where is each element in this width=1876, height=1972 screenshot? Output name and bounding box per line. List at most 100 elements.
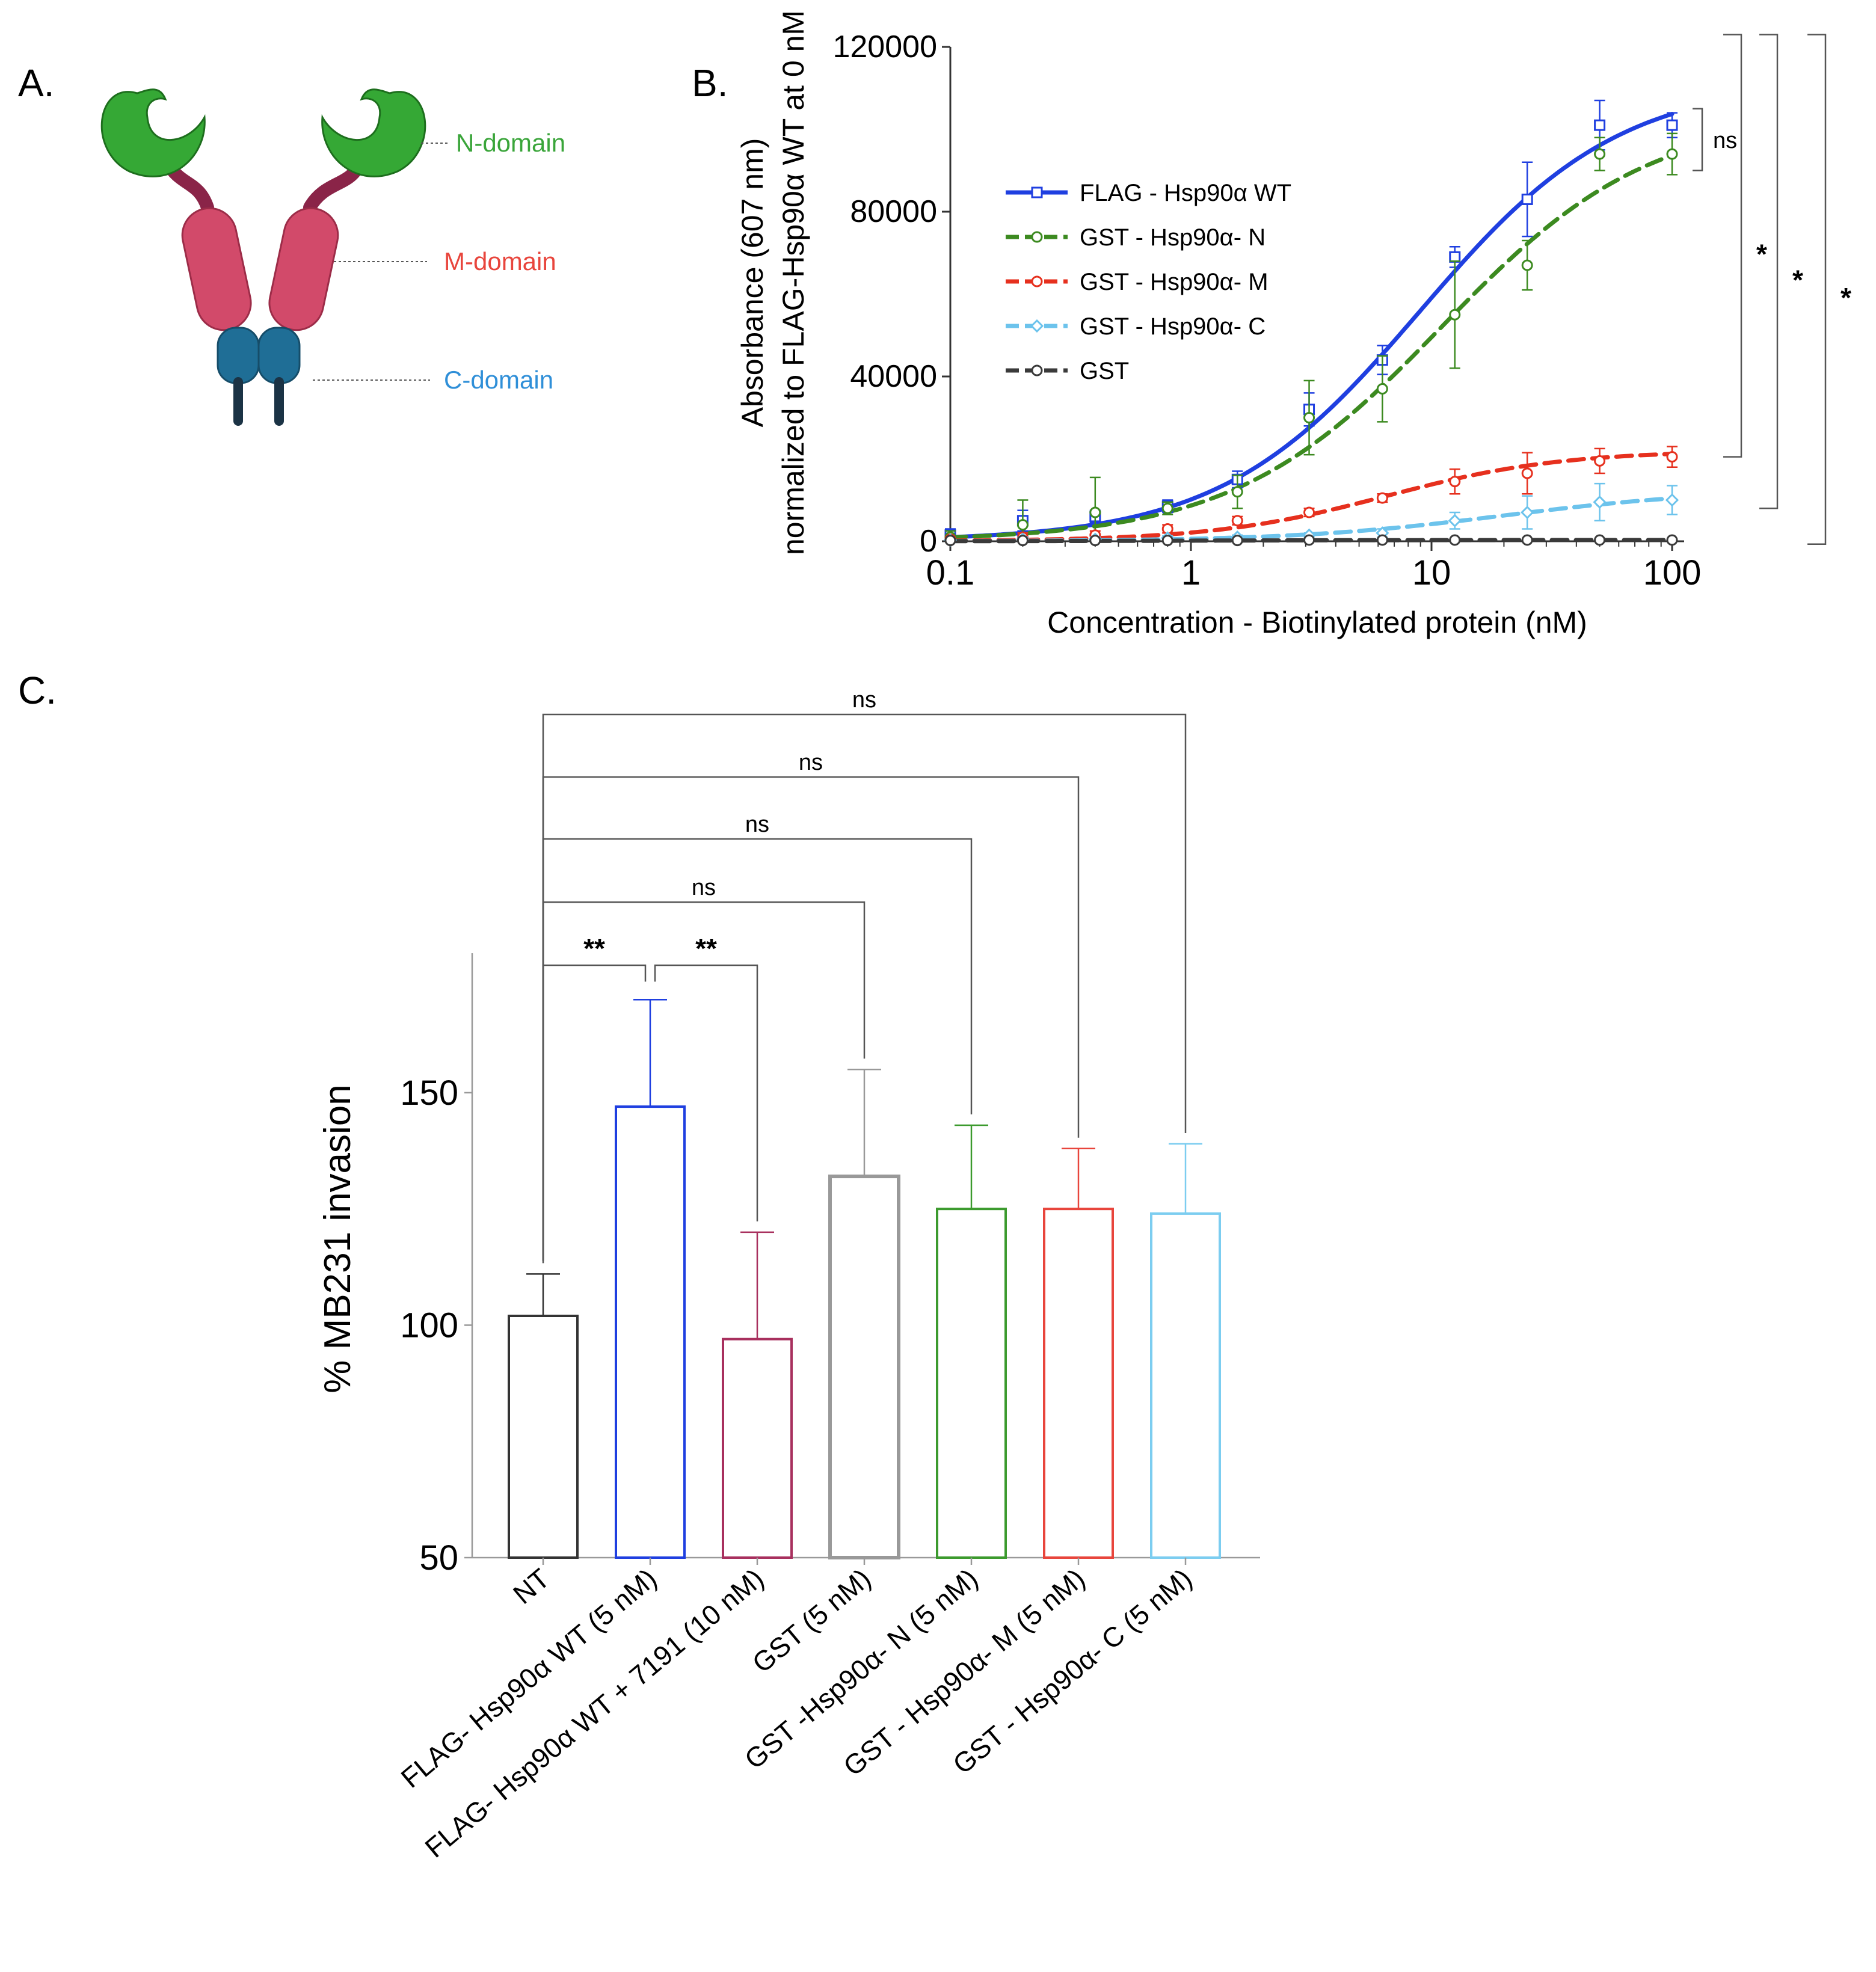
b-legend: FLAG - Hsp90α WT GST - Hsp90α- N GST - Hsp… [1006, 180, 1291, 384]
b-data-point [1016, 535, 1029, 547]
left-n-domain-shape [100, 88, 206, 177]
b-data-point [1666, 451, 1678, 463]
c-bracket-label: ** [695, 933, 717, 964]
c-bars [508, 999, 1221, 1559]
b-y-ticks: 0 40000 80000 120000 [832, 29, 950, 559]
c-bar-1 [615, 1105, 686, 1559]
b-legend-label: GST - Hsp90α- C [1080, 313, 1266, 340]
b-data-point [1449, 309, 1461, 321]
right-m-domain-shape [268, 207, 339, 331]
b-data-point [1521, 505, 1534, 520]
b-fitted-curves [948, 112, 1675, 544]
b-data-point [1448, 514, 1462, 527]
left-c-domain-shape [217, 327, 260, 384]
c-y-tick-label: 50 [419, 1538, 458, 1577]
c-bar-0 [508, 1315, 579, 1559]
b-data-points [943, 99, 1679, 547]
b-legend-marker [1031, 364, 1043, 376]
b-data-point [1594, 534, 1606, 546]
c-significance-brackets: ** ** ns ns ns ns [542, 687, 1187, 1264]
b-data-point [1449, 534, 1461, 546]
panel-c-label: C. [18, 669, 57, 712]
b-bracket-label: ns [1713, 128, 1737, 153]
c-bar-6 [1150, 1212, 1221, 1559]
b-x-ticks: 0.1 1 10 100 [926, 541, 1702, 592]
b-data-point [1089, 506, 1101, 518]
b-data-point [1016, 519, 1029, 531]
b-data-point [1594, 119, 1606, 131]
panel-b-label: B. [692, 61, 728, 105]
b-data-point [944, 535, 956, 547]
b-data-point [1089, 535, 1101, 547]
b-data-point [1231, 535, 1243, 547]
b-x-tick-label: 0.1 [926, 553, 975, 592]
c-bracket-label: ns [745, 812, 769, 837]
b-x-tick-label: 1 [1181, 553, 1201, 592]
b-legend-label: GST [1080, 358, 1129, 384]
b-bracket [1807, 34, 1827, 545]
b-curve-1 [948, 153, 1675, 540]
b-bracket [1759, 34, 1779, 509]
right-c-domain-shape [257, 327, 301, 384]
b-data-point [1593, 495, 1607, 509]
b-data-point [1594, 148, 1606, 160]
b-legend-marker [1031, 186, 1043, 198]
b-data-point [1449, 476, 1461, 488]
b-legend-label: GST - Hsp90α- M [1080, 269, 1269, 295]
c-bracket [542, 713, 1187, 1261]
b-data-point [1303, 506, 1315, 518]
b-data-point [1303, 412, 1315, 423]
c-domain-label: C-domain [444, 366, 553, 394]
left-m-domain-shape [181, 207, 252, 331]
c-bracket [654, 964, 758, 1221]
b-data-point [1231, 515, 1243, 527]
b-y-axis-title-line1: Absorbance (607 nm) [736, 138, 769, 428]
b-bracket-label: * [1841, 282, 1851, 313]
b-data-point [1594, 455, 1606, 467]
b-data-point [1161, 502, 1173, 514]
b-data-point [1303, 534, 1315, 546]
b-x-axis-title: Concentration - Biotinylated protein (nM… [1047, 606, 1587, 639]
c-bracket-label: ns [852, 687, 876, 713]
b-data-point [1665, 493, 1679, 507]
c-bar-2 [722, 1338, 793, 1559]
b-legend-label: FLAG - Hsp90α WT [1080, 180, 1291, 206]
c-bar-4 [936, 1208, 1007, 1559]
c-y-axis-title: % MB231 invasion [317, 1084, 358, 1393]
b-x-tick-label: 10 [1412, 553, 1451, 592]
b-data-point [1521, 534, 1533, 546]
c-bracket-label: ** [583, 933, 605, 964]
b-data-point [1376, 383, 1388, 395]
b-legend-marker [1031, 231, 1043, 243]
b-bracket-label: * [1756, 239, 1767, 270]
c-y-tick-label: 150 [400, 1074, 458, 1113]
b-data-point [1666, 148, 1678, 160]
b-x-tick-label: 100 [1643, 553, 1702, 592]
b-data-point [1161, 535, 1173, 547]
b-data-point [1376, 492, 1388, 504]
c-bar-3 [828, 1175, 900, 1559]
c-bar-5 [1043, 1208, 1114, 1559]
b-data-point [1666, 534, 1678, 546]
binding-curve-chart: 0 40000 80000 120000 0.1 1 10 100 FLAG - Hsp90… [736, 10, 1851, 639]
b-curve-0 [948, 112, 1675, 539]
b-data-point [1231, 486, 1243, 498]
c-category-label: NT [507, 1562, 555, 1610]
panel-a-label: A. [18, 61, 54, 105]
c-y-ticks: 50 100 150 [400, 1074, 472, 1577]
b-bracket-label: * [1792, 264, 1803, 295]
b-bracket [1723, 34, 1742, 458]
b-data-point [1521, 259, 1533, 271]
b-significance-brackets: ns * * * [1693, 34, 1851, 545]
hsp90-dimer-diagram: N-domain M-domain C-domain [100, 88, 565, 426]
b-y-tick-label: 0 [920, 524, 937, 559]
m-domain-label: M-domain [444, 247, 556, 275]
b-data-point [1521, 193, 1533, 205]
right-n-domain-shape [321, 88, 426, 177]
b-legend-label: GST - Hsp90α- N [1080, 224, 1266, 251]
b-legend-marker [1030, 319, 1044, 333]
c-bracket-label: ns [692, 875, 716, 900]
b-legend-marker [1031, 275, 1043, 287]
